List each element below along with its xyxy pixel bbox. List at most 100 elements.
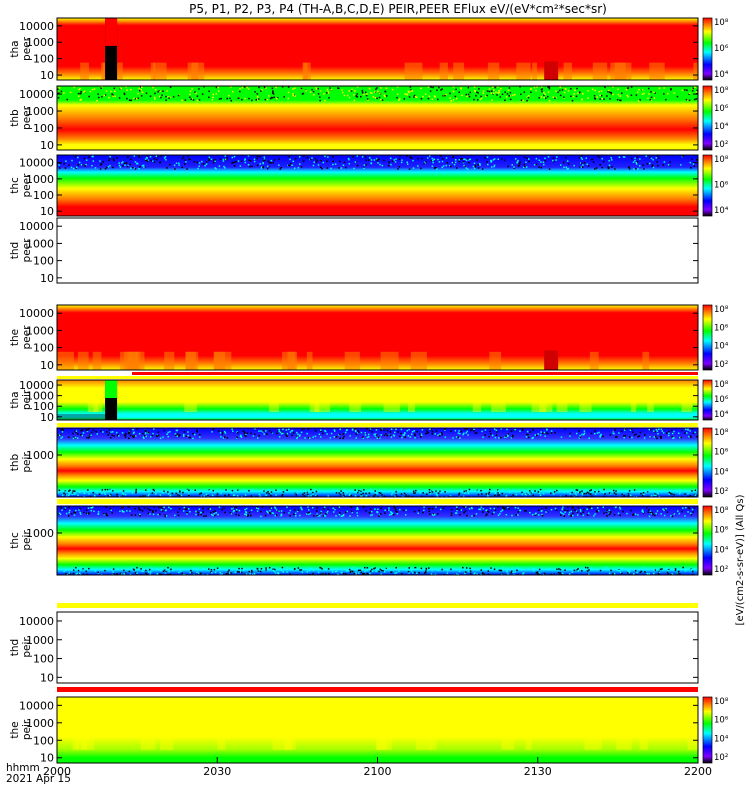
speckle [420, 567, 423, 570]
x-tick-label: 2100 [364, 765, 392, 778]
speckle [639, 158, 641, 160]
speckle [97, 511, 100, 513]
variation [501, 730, 515, 750]
speckle [639, 165, 641, 167]
speckle [83, 157, 86, 160]
speckle [365, 94, 368, 97]
speckle [458, 492, 461, 495]
speckle [398, 570, 400, 572]
speckle [243, 431, 246, 434]
speckle [676, 573, 678, 575]
speckle [494, 86, 496, 89]
spectrogram-fill [57, 506, 698, 575]
speckle [506, 571, 508, 573]
speckle [146, 573, 148, 575]
speckle [351, 511, 354, 514]
speckle [213, 159, 215, 162]
speckle [65, 160, 67, 162]
speckle [116, 568, 118, 570]
y-tick-label: 100 [33, 734, 54, 747]
speckle [221, 433, 224, 435]
speckle [645, 155, 647, 157]
speckle [569, 432, 571, 435]
variation [140, 730, 156, 750]
speckle [303, 495, 305, 497]
speckle [147, 159, 150, 162]
speckle [490, 160, 493, 162]
speckle [381, 164, 384, 167]
speckle [530, 91, 532, 93]
speckle [522, 99, 524, 102]
speckle [455, 167, 458, 169]
speckle [97, 571, 99, 574]
speckle [480, 506, 483, 508]
speckle [587, 90, 589, 92]
speckle [314, 435, 317, 438]
speckle [118, 97, 121, 99]
speckle [360, 431, 363, 434]
speckle [230, 572, 232, 574]
speckle [157, 513, 159, 516]
colorbar [702, 304, 713, 371]
speckle [348, 568, 351, 571]
speckle [146, 507, 149, 510]
speckle [596, 432, 599, 434]
variation [556, 400, 568, 412]
speckle [559, 94, 562, 97]
speckle [66, 98, 69, 101]
speckle [484, 429, 487, 431]
speckle [492, 86, 494, 88]
speckle [58, 87, 61, 89]
speckle [411, 567, 413, 570]
speckle [457, 436, 459, 438]
speckle [273, 567, 275, 569]
speckle [113, 90, 116, 93]
speckle [457, 573, 460, 575]
speckle [673, 513, 675, 515]
speckle [316, 495, 318, 497]
speckle [468, 95, 471, 98]
speckle [525, 435, 528, 438]
speckle [61, 509, 63, 511]
speckle [136, 566, 138, 569]
speckle [392, 434, 395, 436]
speckle [691, 508, 694, 511]
variation [487, 62, 500, 80]
speckle [618, 156, 621, 159]
speckle [243, 432, 246, 434]
speckle [449, 165, 452, 168]
speckle [510, 437, 513, 439]
speckle [378, 96, 381, 99]
speckle [97, 572, 100, 574]
speckle [689, 161, 692, 164]
speckle [178, 571, 180, 574]
speckle [420, 167, 422, 170]
speckle [578, 491, 581, 494]
speckle [86, 429, 89, 432]
speckle [539, 434, 542, 436]
speckle [160, 506, 162, 509]
speckle [149, 571, 152, 573]
speckle [450, 512, 453, 514]
speckle [68, 511, 70, 514]
speckle [624, 434, 627, 437]
speckle [432, 161, 434, 164]
speckle [278, 436, 281, 438]
speckle [207, 508, 210, 510]
speckle [635, 433, 637, 436]
speckle [260, 90, 262, 92]
speckle [600, 433, 602, 436]
speckle [376, 492, 378, 495]
speckle [563, 491, 566, 493]
speckle [439, 433, 441, 435]
speckle [694, 431, 696, 434]
speckle [651, 512, 653, 514]
speckle [154, 568, 157, 570]
speckle [169, 494, 172, 497]
speckle [310, 494, 312, 497]
speckle [366, 572, 369, 575]
speckle [409, 86, 412, 88]
colorbar-tick-label: 10² [714, 140, 728, 150]
speckle [375, 429, 378, 431]
speckle [70, 492, 72, 494]
